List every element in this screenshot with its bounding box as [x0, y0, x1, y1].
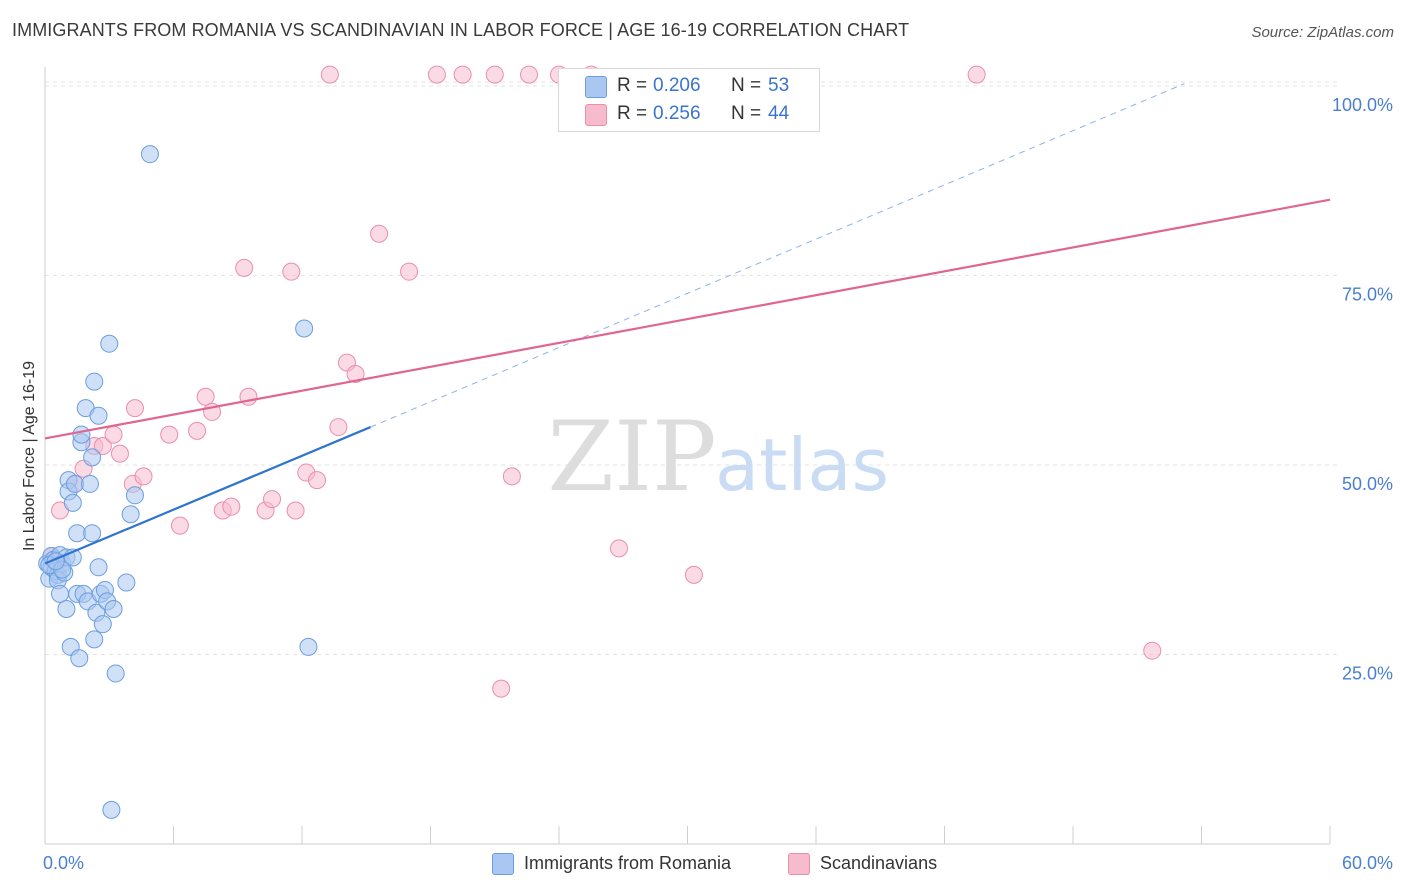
point-romania — [106, 664, 125, 683]
point-scandinavians — [684, 565, 703, 584]
point-scandinavians — [170, 516, 189, 535]
point-scandinavians — [282, 262, 301, 281]
legend-r-label: R = — [617, 103, 648, 124]
point-scandinavians — [196, 387, 215, 406]
legend-n-value: 44 — [768, 103, 790, 124]
trend-line-scandinavians — [44, 198, 1331, 440]
point-scandinavians — [104, 425, 123, 444]
watermark: ZIP atlas — [547, 401, 889, 513]
point-scandinavians — [110, 444, 129, 463]
chart-title: IMMIGRANTS FROM ROMANIA VS SCANDINAVIAN … — [12, 20, 910, 40]
point-scandinavians — [485, 65, 504, 84]
bottom-legend-label: Scandinavians — [820, 853, 938, 873]
point-romania — [57, 600, 76, 619]
bottom-legend-swatch-blue — [492, 853, 514, 875]
point-scandinavians — [453, 65, 472, 84]
point-romania — [295, 319, 314, 338]
x-tick-label-max: 60.0% — [1342, 853, 1393, 873]
point-scandinavians — [222, 497, 241, 516]
trend-line-romania — [44, 426, 371, 565]
data-points — [38, 65, 1331, 819]
point-scandinavians — [370, 224, 389, 243]
y-tick-label: 25.0% — [1342, 663, 1393, 683]
bottom-legend-swatch-pink — [788, 853, 810, 875]
axes — [44, 67, 1331, 845]
point-scandinavians — [263, 490, 282, 509]
point-romania — [80, 474, 99, 493]
point-scandinavians — [329, 418, 348, 437]
point-romania — [104, 600, 123, 619]
point-scandinavians — [235, 258, 254, 277]
y-tick-label: 50.0% — [1342, 474, 1393, 494]
y-tick-label: 75.0% — [1342, 284, 1393, 304]
y-axis-label: In Labor Force | Age 16-19 — [21, 361, 38, 551]
watermark-zip: ZIP — [547, 401, 716, 513]
legend-swatch-blue — [585, 76, 607, 98]
point-romania — [85, 372, 104, 391]
point-scandinavians — [307, 471, 326, 490]
point-romania — [65, 474, 84, 493]
point-romania — [117, 573, 136, 592]
source-label: Source: ZipAtlas.com — [1251, 24, 1394, 41]
point-romania — [89, 406, 108, 425]
point-romania — [102, 800, 121, 819]
point-scandinavians — [134, 467, 153, 486]
point-romania — [121, 505, 140, 524]
tick-labels: 25.0% 50.0% 75.0% 100.0% 0.0% 60.0% — [43, 95, 1393, 873]
point-scandinavians — [427, 65, 446, 84]
legend-r-label: R = — [617, 75, 648, 96]
point-scandinavians — [502, 467, 521, 486]
point-scandinavians — [492, 679, 511, 698]
legend-r-value: 0.206 — [653, 75, 701, 96]
point-scandinavians — [160, 425, 179, 444]
y-tick-label: 100.0% — [1332, 95, 1393, 115]
point-romania — [63, 493, 82, 512]
point-scandinavians — [1143, 641, 1162, 660]
point-scandinavians — [125, 399, 144, 418]
point-scandinavians — [967, 65, 986, 84]
x-tick-label-min: 0.0% — [43, 853, 84, 873]
legend-swatch-pink — [585, 104, 607, 126]
point-scandinavians — [188, 421, 207, 440]
watermark-atlas: atlas — [715, 423, 889, 507]
point-romania — [70, 649, 89, 668]
point-romania — [83, 524, 102, 543]
point-romania — [85, 630, 104, 649]
stats-legend: R = 0.206 N = 53 R = 0.256 N = 44 — [558, 68, 820, 132]
legend-n-label: N = — [731, 75, 762, 96]
point-scandinavians — [520, 65, 539, 84]
point-scandinavians — [609, 539, 628, 558]
trend-lines — [370, 83, 1185, 428]
point-romania — [89, 558, 108, 577]
legend-r-value: 0.256 — [653, 103, 701, 124]
point-scandinavians — [93, 437, 112, 456]
point-romania — [50, 584, 69, 603]
point-romania — [68, 524, 87, 543]
point-romania — [83, 448, 102, 467]
point-scandinavians — [400, 262, 419, 281]
point-romania — [72, 425, 91, 444]
point-romania — [140, 145, 159, 164]
point-scandinavians — [320, 65, 339, 84]
legend-n-value: 53 — [768, 75, 790, 96]
legend-n-label: N = — [731, 103, 762, 124]
bottom-legend-label: Immigrants from Romania — [524, 853, 732, 873]
point-romania — [125, 486, 144, 505]
point-romania — [299, 637, 318, 656]
point-romania — [93, 615, 112, 634]
point-scandinavians — [346, 365, 365, 384]
point-romania — [100, 334, 119, 353]
point-scandinavians — [286, 501, 305, 520]
trend-line-romania-extension — [370, 83, 1185, 428]
